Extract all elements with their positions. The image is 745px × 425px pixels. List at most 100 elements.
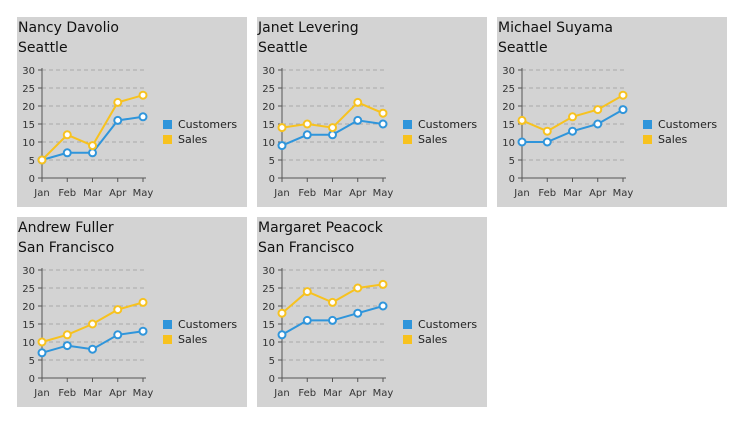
legend-item-customers: Customers — [163, 317, 237, 332]
y-tick-label: 25 — [262, 284, 275, 295]
chart-panel-nancy-davolio: Nancy Davolio Seattle 0 5 10 15 20 25 30 Jan Feb… — [17, 17, 247, 207]
y-tick-label: 10 — [262, 338, 275, 349]
chart-legend: Customers Sales — [643, 117, 717, 147]
sales-point — [593, 105, 603, 115]
sales-point — [62, 130, 72, 140]
y-tick-label: 0 — [29, 174, 35, 185]
customers-swatch — [163, 320, 172, 329]
y-tick-label: 10 — [22, 338, 35, 349]
customers-point — [593, 119, 603, 129]
x-tick-label: Mar — [563, 188, 583, 199]
sales-point — [378, 279, 388, 289]
legend-label-customers: Customers — [658, 118, 718, 131]
line-chart: 0 5 10 15 20 25 30 Jan Feb Mar Apr May — [262, 266, 394, 399]
line-chart: 0 5 10 15 20 25 30 Jan Feb Mar Apr May — [22, 266, 153, 399]
sales-point — [378, 108, 388, 118]
sales-swatch — [643, 135, 652, 144]
customers-swatch — [163, 120, 172, 129]
customers-point — [37, 348, 47, 358]
customers-point — [328, 130, 337, 140]
sales-point — [113, 97, 123, 107]
employee-city: Seattle — [18, 40, 68, 56]
customers-point — [88, 344, 97, 354]
y-tick-label: 15 — [22, 320, 35, 331]
legend-label-sales: Sales — [178, 133, 208, 146]
sales-point — [618, 90, 628, 100]
legend-item-customers: Customers — [163, 117, 237, 132]
customers-swatch — [643, 120, 652, 129]
x-tick-label: Apr — [349, 388, 367, 399]
x-tick-label: Apr — [109, 388, 127, 399]
legend-item-customers: Customers — [643, 117, 717, 132]
x-tick-label: May — [373, 188, 394, 199]
chart-legend: Customers Sales — [403, 117, 477, 147]
sales-point — [277, 308, 287, 318]
x-tick-label: May — [613, 188, 634, 199]
legend-label-customers: Customers — [418, 118, 478, 131]
y-tick-label: 30 — [502, 66, 515, 77]
y-tick-label: 15 — [22, 120, 35, 131]
x-tick-label: Mar — [323, 388, 343, 399]
y-tick-label: 25 — [502, 84, 515, 95]
sales-swatch — [403, 335, 412, 344]
legend-item-sales: Sales — [403, 132, 477, 147]
legend-item-sales: Sales — [163, 132, 237, 147]
x-tick-label: Jan — [33, 188, 49, 199]
chart-legend: Customers Sales — [403, 317, 477, 347]
legend-label-sales: Sales — [418, 133, 448, 146]
sales-point — [37, 155, 47, 165]
customers-point — [517, 137, 527, 147]
y-tick-label: 30 — [22, 266, 35, 277]
employee-name: Nancy Davolio — [18, 20, 119, 36]
customers-swatch — [403, 120, 412, 129]
employee-name: Janet Levering — [258, 20, 359, 36]
employee-city: San Francisco — [258, 240, 355, 256]
y-tick-label: 0 — [269, 374, 275, 385]
chart-panel-margaret-peacock: Margaret Peacock San Francisco 0 5 10 15 20 2… — [257, 217, 487, 407]
legend-item-customers: Customers — [403, 117, 477, 132]
sales-point — [328, 297, 337, 307]
x-tick-label: Apr — [589, 188, 607, 199]
customers-point — [302, 315, 312, 325]
y-tick-label: 5 — [29, 156, 35, 167]
x-tick-label: Feb — [538, 188, 556, 199]
legend-label-sales: Sales — [658, 133, 688, 146]
x-tick-label: May — [373, 388, 394, 399]
chart-legend: Customers Sales — [163, 117, 237, 147]
sales-point — [517, 115, 527, 125]
x-tick-label: Jan — [33, 388, 49, 399]
y-tick-label: 20 — [502, 102, 515, 113]
customers-point — [378, 119, 388, 129]
y-tick-label: 5 — [509, 156, 515, 167]
sales-swatch — [403, 135, 412, 144]
sales-point — [277, 123, 287, 133]
line-chart: 0 5 10 15 20 25 30 Jan Feb Mar Apr May — [262, 66, 394, 199]
x-tick-label: Feb — [58, 188, 76, 199]
y-tick-label: 5 — [29, 356, 35, 367]
line-chart: 0 5 10 15 20 25 30 Jan Feb Mar Apr May — [22, 66, 154, 199]
x-tick-label: Feb — [298, 188, 316, 199]
y-tick-label: 0 — [29, 374, 35, 385]
customers-point — [138, 112, 148, 122]
legend-label-customers: Customers — [178, 318, 238, 331]
y-tick-label: 20 — [22, 102, 35, 113]
x-tick-label: Jan — [273, 388, 289, 399]
y-tick-label: 20 — [262, 302, 275, 313]
sales-point — [302, 119, 312, 129]
x-tick-label: Feb — [298, 388, 316, 399]
sales-point — [353, 283, 363, 293]
legend-label-customers: Customers — [418, 318, 478, 331]
employee-city: Seattle — [258, 40, 308, 56]
sales-point — [88, 319, 97, 329]
y-tick-label: 10 — [502, 138, 515, 149]
x-tick-label: May — [133, 188, 154, 199]
employee-city: San Francisco — [18, 240, 115, 256]
x-tick-label: Mar — [323, 188, 343, 199]
employee-name: Margaret Peacock — [258, 220, 383, 236]
customers-point — [353, 308, 363, 318]
y-tick-label: 5 — [269, 356, 275, 367]
y-tick-label: 30 — [22, 66, 35, 77]
y-tick-label: 30 — [262, 266, 275, 277]
sales-swatch — [163, 335, 172, 344]
line-chart: 0 5 10 15 20 25 30 Jan Feb Mar Apr May — [502, 66, 634, 199]
